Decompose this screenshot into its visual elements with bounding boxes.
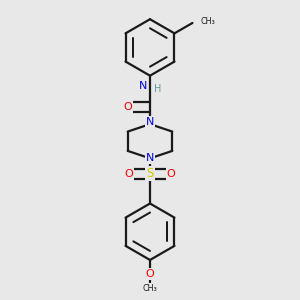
Text: O: O — [146, 269, 154, 279]
Text: O: O — [123, 102, 132, 112]
Text: O: O — [125, 169, 134, 179]
Text: S: S — [146, 167, 154, 180]
Text: N: N — [146, 117, 154, 128]
Text: O: O — [167, 169, 175, 179]
Text: H: H — [154, 84, 161, 94]
Text: N: N — [138, 81, 147, 91]
Text: N: N — [146, 153, 154, 163]
Text: CH₃: CH₃ — [142, 284, 158, 293]
Text: CH₃: CH₃ — [201, 17, 215, 26]
